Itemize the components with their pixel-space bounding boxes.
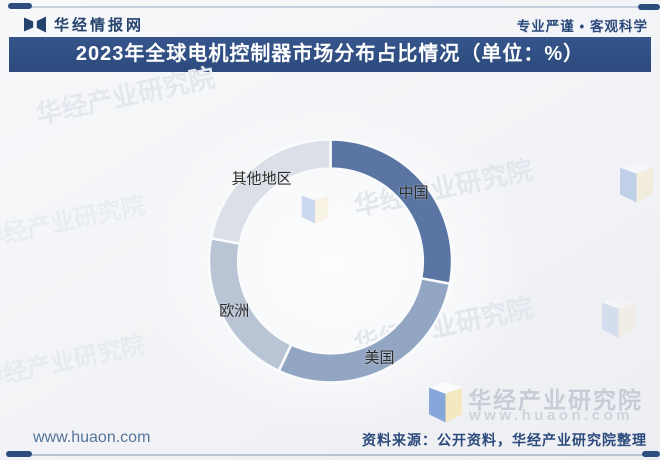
top-left-dash xyxy=(8,3,32,9)
brand-logo-icon xyxy=(24,16,46,33)
brand-name: 华经情报网 xyxy=(54,17,145,34)
segment-label-europe: 欧洲 xyxy=(219,302,250,320)
segment-label-usa: 美国 xyxy=(364,349,395,367)
bottom-left-dash xyxy=(6,451,32,457)
footer-site-url: www.huaon.com xyxy=(33,429,151,446)
footer-source: 资料来源：公开资料，华经产业研究院整理 xyxy=(362,432,647,448)
top-right-dash xyxy=(638,4,660,10)
segment-label-other: 其他地区 xyxy=(231,170,292,188)
segment-label-china: 中国 xyxy=(398,184,429,202)
brand: 华经情报网 xyxy=(24,14,144,35)
bottom-rule xyxy=(8,454,652,456)
top-rule xyxy=(8,6,652,8)
donut-segment-4 xyxy=(209,138,332,246)
header-slogan: 专业严谨 • 客观科学 xyxy=(516,19,648,34)
bottom-right-dash xyxy=(642,451,660,457)
chart-title: 2023年全球电机控制器市场分布占比情况（单位：%） xyxy=(9,37,651,72)
donut-segment-1 xyxy=(329,138,454,286)
